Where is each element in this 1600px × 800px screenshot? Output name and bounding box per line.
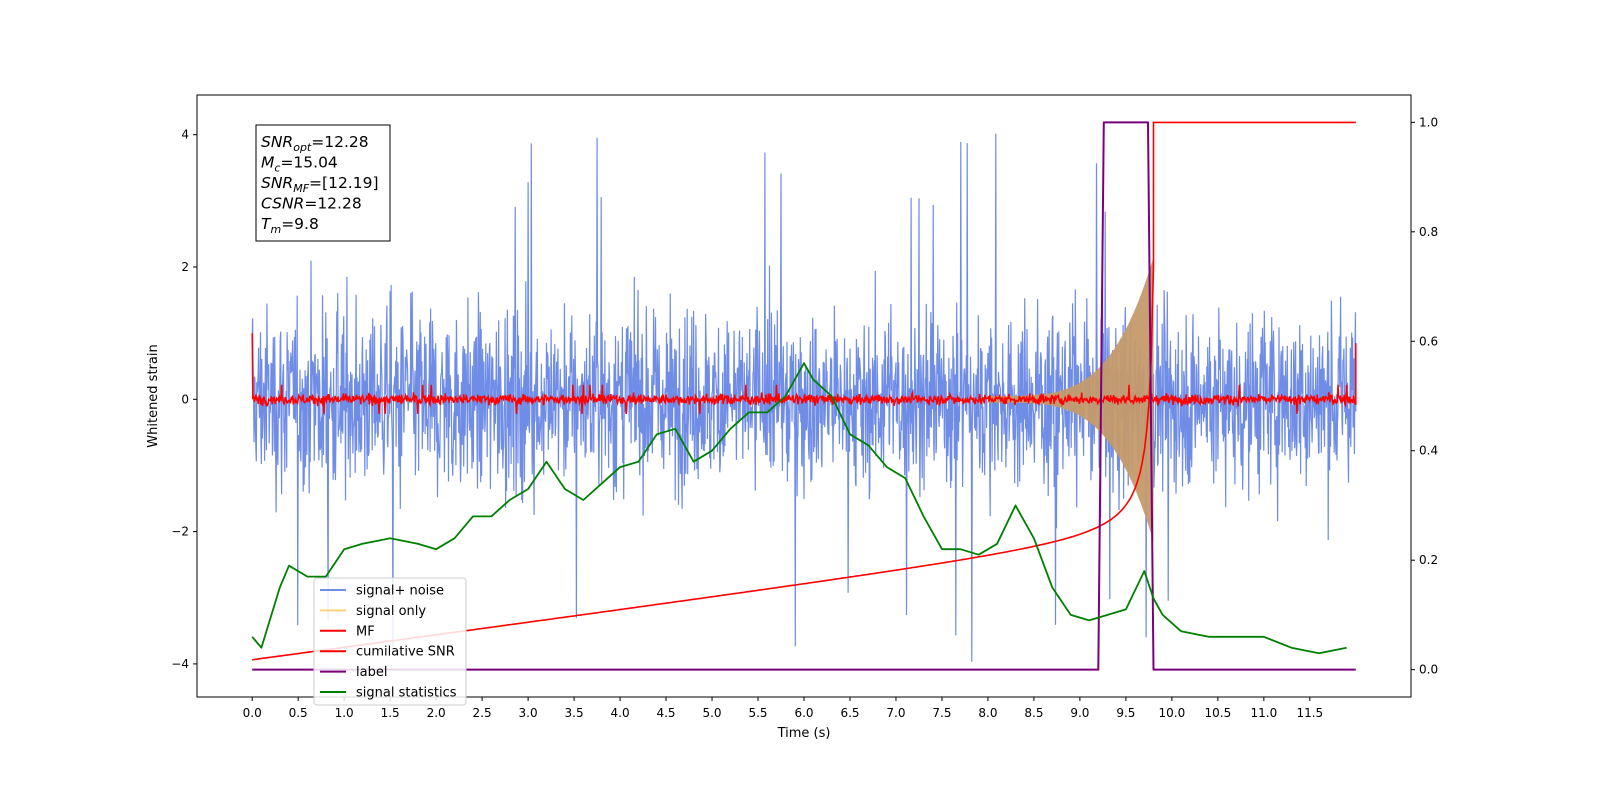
annotation-frame [255, 124, 391, 242]
x-tick-label: 1.5 [381, 706, 400, 720]
y2-tick-label: 0.6 [1419, 334, 1438, 348]
annotation-subscript: MF [293, 182, 309, 195]
x-tick-label: 3.0 [519, 706, 538, 720]
annotation-symbol: T [261, 215, 272, 233]
x-tick-label: 2.5 [473, 706, 492, 720]
legend: signal+ noise signal only MF cumilative SNR… [313, 577, 467, 706]
x-axis-ticks: 0.0 0.5 1.0 1.5 2.0 2.5 3.0 3.5 4.0 4.5 5.0 5.5 6.0 6… [243, 697, 1323, 720]
y-tick-label: 2 [181, 260, 189, 274]
y-tick-label: −2 [171, 525, 189, 539]
annotation-value: =9.8 [281, 215, 319, 233]
legend-frame [313, 577, 467, 706]
y2-tick-label: 0.4 [1419, 444, 1438, 458]
annotation-subscript: opt [293, 141, 312, 154]
x-axis-label: Time (s) [777, 726, 831, 741]
annotation-line: Tm=9.8 [261, 215, 319, 236]
x-tick-label: 0.0 [243, 706, 262, 720]
legend-label: label [356, 665, 387, 680]
annotation-value: =[12.19] [309, 174, 378, 192]
annotation-line: CSNR=12.28 [261, 195, 362, 213]
x-tick-label: 3.5 [565, 706, 584, 720]
annotation-subscript: m [270, 223, 281, 236]
series-signal-noise [251, 133, 1357, 662]
x-tick-label: 10.5 [1205, 706, 1232, 720]
x-tick-label: 11.0 [1250, 706, 1277, 720]
annotation-symbol: M [261, 154, 274, 172]
x-tick-label: 11.5 [1296, 706, 1323, 720]
x-tick-label: 7.0 [886, 706, 905, 720]
x-tick-label: 8.5 [1024, 706, 1043, 720]
x-tick-label: 5.0 [702, 706, 721, 720]
annotation-line: Mc=15.04 [261, 154, 338, 175]
y2-tick-label: 0.0 [1419, 663, 1438, 677]
series-mf [251, 333, 1357, 414]
annotation-symbol: SNR [261, 174, 293, 192]
x-tick-label: 6.5 [840, 706, 859, 720]
y2-tick-label: 1.0 [1419, 115, 1438, 129]
x-tick-label: 2.0 [427, 706, 446, 720]
annotation-symbol: SNR [261, 133, 293, 151]
legend-label: MF [356, 624, 375, 639]
annotation-line: SNRMF=[12.19] [261, 174, 379, 195]
y-axis-right-ticks: 1.0 0.8 0.6 0.4 0.2 0.0 [1411, 115, 1438, 677]
annotation-subscript: c [274, 162, 280, 175]
y2-tick-label: 0.8 [1419, 225, 1438, 239]
x-tick-label: 10.0 [1159, 706, 1186, 720]
annotation-value: =15.04 [280, 154, 337, 172]
y2-tick-label: 0.2 [1419, 553, 1438, 567]
x-tick-label: 9.5 [1116, 706, 1135, 720]
x-tick-label: 4.5 [656, 706, 675, 720]
x-tick-label: 0.5 [289, 706, 308, 720]
legend-label: signal only [356, 604, 426, 619]
annotation-line: SNRopt=12.28 [261, 133, 369, 154]
stats-annotation-box: SNRopt=12.28Mc=15.04SNRMF=[12.19]CSNR=12… [255, 124, 391, 242]
legend-label: signal+ noise [356, 584, 444, 599]
annotation-value: =12.28 [311, 133, 368, 151]
x-tick-label: 4.0 [611, 706, 630, 720]
y-tick-label: 0 [181, 392, 189, 406]
x-tick-label: 9.0 [1070, 706, 1089, 720]
y-tick-label: 4 [181, 128, 189, 142]
x-tick-label: 1.0 [335, 706, 354, 720]
x-tick-label: 8.0 [978, 706, 997, 720]
y-axis-label: Whitened strain [146, 344, 161, 447]
series-label [252, 121, 1356, 671]
annotation-symbol: CSNR [261, 195, 304, 213]
legend-label: cumilative SNR [356, 645, 455, 660]
series-signal-statistics [251, 362, 1347, 655]
x-tick-label: 5.5 [748, 706, 767, 720]
x-tick-label: 6.0 [794, 706, 813, 720]
legend-label: signal statistics [356, 686, 457, 701]
y-tick-label: −4 [171, 657, 189, 671]
x-tick-label: 7.5 [932, 706, 951, 720]
y-axis-left-ticks: 4 2 0 −2 −4 [171, 128, 197, 671]
annotation-value: =12.28 [304, 195, 361, 213]
